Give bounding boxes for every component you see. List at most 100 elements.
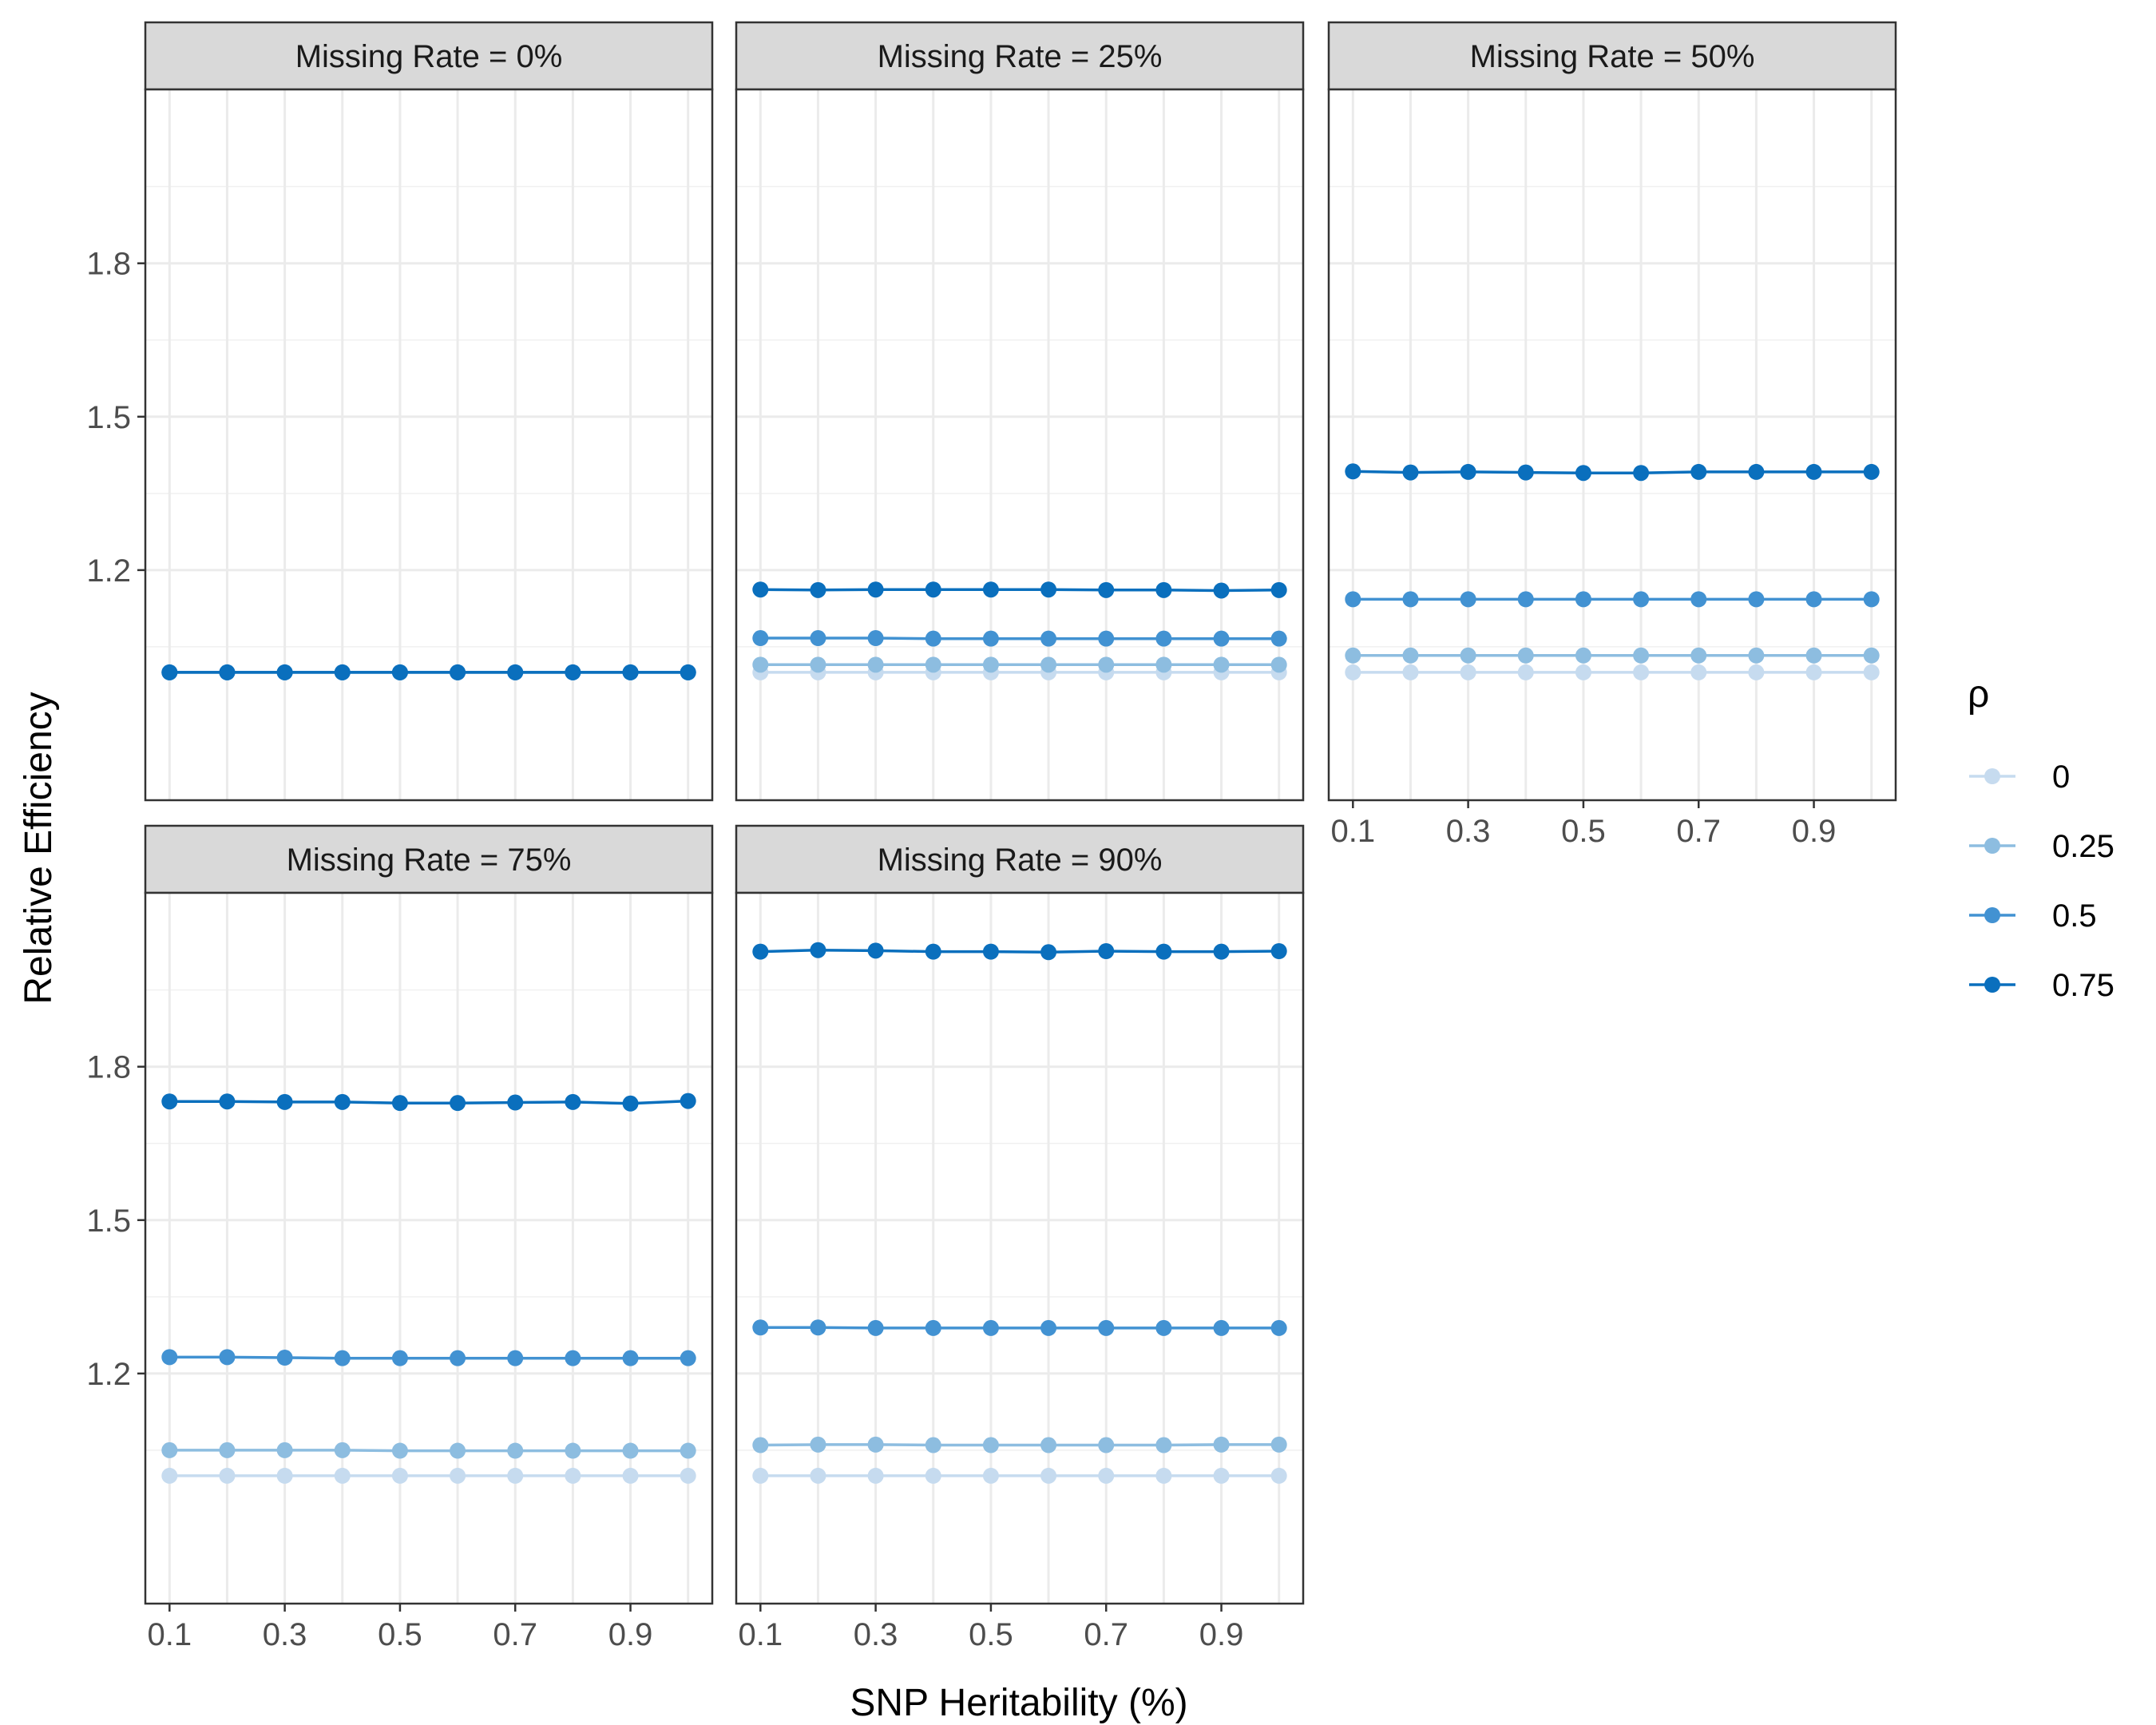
data-point <box>1345 463 1361 480</box>
x-tick-label: 0.9 <box>1199 1617 1244 1652</box>
data-point <box>1460 647 1476 664</box>
data-point <box>334 1093 351 1110</box>
data-point <box>1805 591 1822 608</box>
data-point <box>450 1095 466 1112</box>
data-point <box>1155 1437 1172 1453</box>
data-point <box>391 664 408 680</box>
data-point <box>276 1093 293 1110</box>
data-point <box>1155 656 1172 673</box>
data-point <box>1863 591 1880 608</box>
panel-border <box>735 88 1305 802</box>
data-point <box>1575 664 1591 680</box>
facet-strip-label: Missing Rate = 50% <box>1470 39 1755 74</box>
data-point <box>1040 1437 1057 1453</box>
data-point <box>680 1092 696 1109</box>
data-point <box>1690 664 1707 680</box>
data-point <box>752 943 769 960</box>
series-line <box>760 1326 1279 1330</box>
facet-panel-5: Missing Rate = 90% 0.1 0.3 0.5 0.7 0.9 <box>735 824 1305 1652</box>
data-point <box>1155 1467 1172 1484</box>
data-point <box>219 1467 236 1484</box>
data-point <box>219 1093 236 1110</box>
series-0-25 <box>752 656 1287 673</box>
data-point <box>161 664 178 680</box>
data-point <box>622 1350 639 1366</box>
data-point <box>1805 463 1822 480</box>
data-point <box>925 943 941 960</box>
legend-key-point <box>1984 977 2000 993</box>
data-point <box>925 1319 941 1336</box>
x-tick-label: 0.9 <box>1792 814 1837 849</box>
data-point <box>1460 664 1476 680</box>
data-point <box>1155 630 1172 647</box>
x-tick-label: 0.5 <box>378 1617 422 1652</box>
data-point <box>1270 1467 1287 1484</box>
facet-strip <box>144 21 714 91</box>
data-point <box>507 1467 524 1484</box>
plot-area <box>145 89 712 800</box>
legend-key-point <box>1984 838 2000 854</box>
data-point <box>925 1437 941 1453</box>
data-point <box>276 664 293 680</box>
facet-strip <box>735 21 1305 91</box>
data-point <box>1575 647 1591 664</box>
x-tick-label: 0.1 <box>739 1617 783 1652</box>
data-point <box>276 1350 293 1366</box>
series-line <box>169 1355 688 1360</box>
data-point <box>1040 944 1057 961</box>
data-point <box>1213 582 1230 599</box>
legend-label: 0.5 <box>2052 898 2097 934</box>
data-point <box>1155 943 1172 960</box>
data-point <box>334 1441 351 1458</box>
data-point <box>1098 581 1115 598</box>
panel-border <box>144 891 714 1605</box>
data-point <box>1040 1319 1057 1336</box>
data-point <box>752 1437 769 1453</box>
data-point <box>276 1467 293 1484</box>
data-point <box>1517 464 1534 481</box>
data-point <box>752 581 769 598</box>
data-point <box>391 1095 408 1112</box>
plot-area <box>736 89 1303 800</box>
panel-border <box>1327 88 1897 802</box>
data-point <box>1213 1319 1230 1336</box>
legend: ρ 0 0.25 0.5 0.75 <box>1968 673 2114 1003</box>
data-point <box>680 1467 696 1484</box>
data-point <box>1213 1436 1230 1453</box>
plot-area <box>1329 89 1896 800</box>
legend-key-0: 0 <box>1969 759 2070 795</box>
data-point <box>982 1437 999 1453</box>
plot-area <box>736 893 1303 1604</box>
data-point <box>925 581 941 598</box>
series-line <box>1353 470 1872 474</box>
data-point <box>565 664 581 680</box>
data-point <box>391 1442 408 1459</box>
data-point <box>161 1467 178 1484</box>
facet-strip <box>735 824 1305 894</box>
series-line <box>169 1099 688 1105</box>
data-point <box>925 630 941 647</box>
data-point <box>1748 463 1765 480</box>
data-point <box>565 1350 581 1366</box>
plot-area <box>145 893 712 1604</box>
data-point <box>161 1349 178 1366</box>
data-point <box>810 630 826 647</box>
series-line <box>760 948 1279 954</box>
data-point <box>680 1442 696 1459</box>
facet-panel-1: Missing Rate = 0% 1.2 1.5 1.8 <box>86 21 714 802</box>
series-0-75 <box>161 1092 696 1112</box>
series-0-75 <box>752 581 1287 599</box>
data-point <box>1213 656 1230 673</box>
data-point <box>982 1467 999 1484</box>
legend-key-0-75: 0.75 <box>1969 968 2114 1003</box>
data-point <box>450 1442 466 1459</box>
data-point <box>1402 647 1419 664</box>
data-point <box>622 664 639 680</box>
data-point <box>810 656 826 673</box>
data-point <box>867 1436 884 1453</box>
facet-panel-2: Missing Rate = 25% <box>735 21 1305 802</box>
x-tick-label: 0.3 <box>1446 814 1491 849</box>
series-0 <box>752 1467 1287 1484</box>
x-tick-label: 0.9 <box>608 1617 653 1652</box>
